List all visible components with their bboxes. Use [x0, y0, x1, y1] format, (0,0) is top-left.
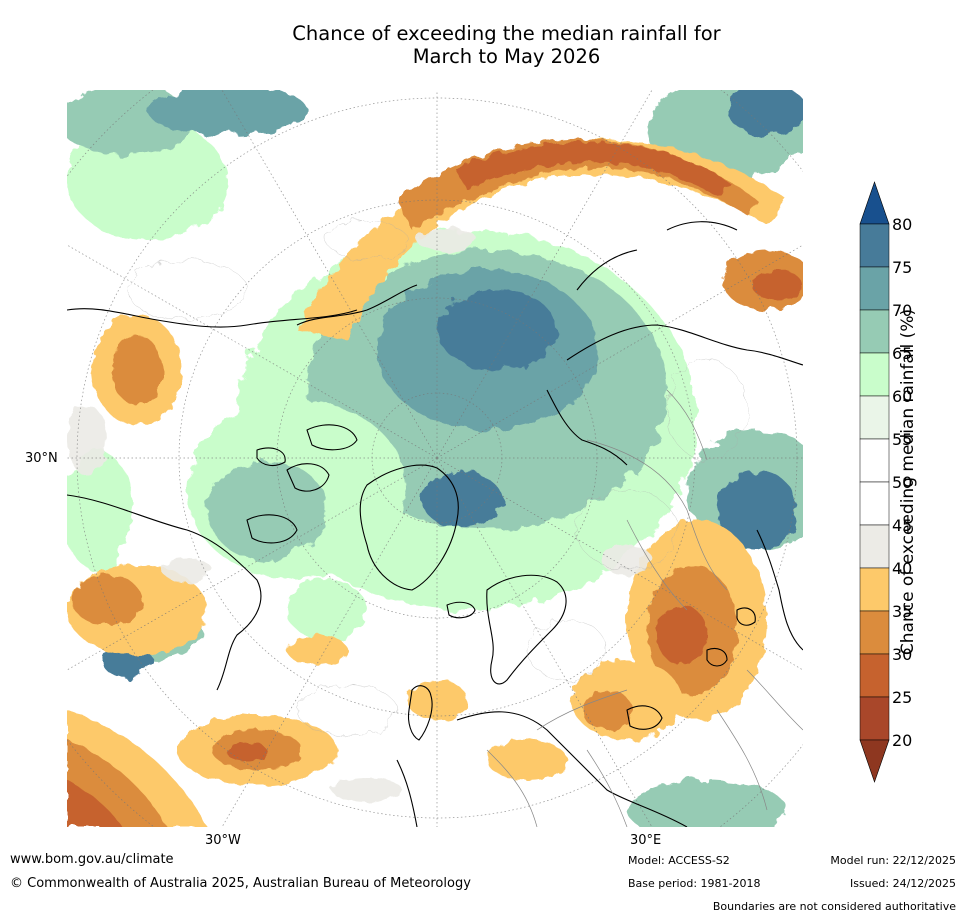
colorbar-band	[859, 696, 890, 741]
colorbar-title: Chance of exceeding median rainfall (%)	[898, 308, 918, 656]
colorbar-tick-label: 50	[892, 473, 912, 492]
colorbar-band	[859, 610, 890, 655]
colorbar-band	[859, 266, 890, 311]
colorbar-band	[859, 309, 890, 354]
footer-disclaimer: Boundaries are not considered authoritat…	[712, 900, 956, 913]
dry-anomaly-regions	[67, 139, 803, 827]
colorbar-band	[859, 481, 890, 526]
footer-issued: Issued: 24/12/2025	[849, 877, 956, 890]
title-line-1: Chance of exceeding the median rainfall …	[292, 22, 721, 45]
footer-base-period: Base period: 1981-2018	[628, 877, 761, 890]
lat-label-30n: 30°N	[25, 451, 58, 466]
colorbar-tick-label: 45	[892, 516, 912, 535]
colorbar-tick-label: 20	[892, 731, 912, 750]
colorbar-tick-label: 30	[892, 645, 912, 664]
colorbar-band	[859, 352, 890, 397]
colorbar-graphic: 80 75 70 65 60 55 50 45 40 35 30 25 20	[859, 181, 912, 783]
footer-model-run: Model run: 22/12/2025	[830, 854, 956, 867]
lon-label-30e: 30°E	[630, 833, 662, 848]
colorbar-tick-label: 40	[892, 559, 912, 578]
title-line-2: March to May 2026	[412, 45, 601, 68]
colorbar-tick-label: 65	[892, 344, 912, 363]
colorbar-band	[859, 395, 890, 440]
lon-label-30w: 30°W	[205, 833, 241, 848]
colorbar-band	[859, 567, 890, 612]
colorbar-band	[859, 438, 890, 483]
colorbar-tick-label: 70	[892, 301, 912, 320]
footer-copyright: © Commonwealth of Australia 2025, Austra…	[10, 876, 471, 891]
colorbar-band	[859, 223, 890, 268]
footer-url: www.bom.gov.au/climate	[10, 852, 174, 867]
coastlines	[67, 221, 803, 827]
colorbar-band	[859, 653, 890, 698]
colorbar-tick-label: 60	[892, 387, 912, 406]
near-normal-regions	[67, 228, 652, 802]
colorbar-band	[859, 524, 890, 569]
colorbar-tick-label: 55	[892, 430, 912, 449]
colorbar-tick-label: 80	[892, 215, 912, 234]
colorbar-tick-label: 25	[892, 688, 912, 707]
colorbar-tick-label: 35	[892, 602, 912, 621]
probability-map	[67, 90, 803, 827]
footer-model: Model: ACCESS-S2	[628, 854, 730, 867]
colorbar-over-triangle	[859, 181, 890, 225]
map-title: Chance of exceeding the median rainfall …	[70, 22, 943, 68]
colorbar: 80 75 70 65 60 55 50 45 40 35 30 25 20	[855, 180, 935, 789]
colorbar-under-triangle	[859, 739, 890, 783]
country-borders	[486, 389, 803, 827]
colorbar-tick-label: 75	[892, 258, 912, 277]
fine-contours	[126, 219, 748, 736]
wet-anomaly-regions	[67, 90, 803, 827]
